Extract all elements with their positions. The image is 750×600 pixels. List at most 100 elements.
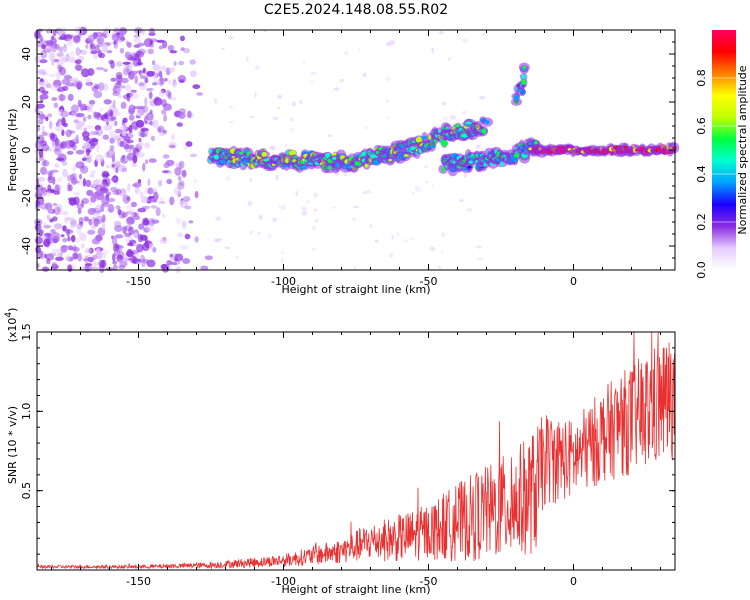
noise-cell: [214, 98, 217, 104]
noise-cell: [93, 90, 103, 99]
noise-cell: [83, 142, 91, 150]
noise-cell: [48, 120, 53, 130]
noise-cell: [44, 233, 52, 237]
snr-exponent-base: (x10: [6, 318, 19, 343]
noise-cell: [59, 57, 68, 63]
noise-cell: [52, 79, 62, 88]
noise-cell: [89, 260, 97, 269]
noise-cell: [76, 223, 84, 229]
noise-cell: [419, 189, 422, 192]
noise-cell: [87, 68, 95, 76]
noise-cell: [97, 49, 103, 58]
noise-cell: [130, 201, 137, 208]
noise-cell: [158, 45, 163, 50]
noise-cell: [39, 59, 48, 64]
noise-cell: [431, 47, 435, 54]
noise-cell: [128, 114, 135, 121]
noise-cell: [113, 40, 117, 45]
noise-cell: [59, 143, 64, 149]
noise-cell: [144, 142, 151, 149]
noise-cell: [81, 119, 85, 125]
noise-cell: [137, 258, 141, 262]
noise-cell: [141, 205, 150, 210]
noise-cell: [41, 90, 49, 95]
noise-cell: [331, 206, 336, 209]
noise-cell: [291, 101, 297, 107]
noise-cell: [157, 125, 165, 133]
noise-cell: [108, 123, 117, 127]
noise-cell: [36, 103, 45, 109]
noise-cell: [146, 112, 154, 121]
noise-cell: [353, 265, 357, 270]
noise-cell: [278, 204, 282, 210]
noise-cell: [62, 225, 67, 232]
noise-cell: [103, 124, 113, 131]
noise-cell: [235, 256, 239, 259]
noise-cell: [45, 116, 49, 122]
noise-cell: [386, 116, 391, 120]
noise-cell: [182, 258, 191, 264]
noise-cell: [389, 252, 394, 258]
noise-cell: [88, 99, 96, 105]
noise-cell: [167, 45, 175, 52]
noise-cell: [122, 61, 131, 65]
noise-cell: [153, 191, 159, 201]
noise-cell: [100, 203, 105, 213]
noise-cell: [146, 70, 155, 77]
noise-cell: [105, 164, 110, 169]
noise-cell: [310, 80, 316, 83]
noise-cell: [54, 184, 59, 193]
noise-cell: [102, 118, 110, 123]
noise-cell: [111, 154, 116, 164]
lower-trace-cell: [441, 166, 445, 172]
noise-cell: [73, 119, 79, 124]
noise-cell: [120, 85, 126, 89]
noise-cell: [94, 125, 102, 131]
noise-cell: [121, 134, 128, 141]
noise-cell: [52, 176, 56, 185]
spectrogram-y-ticks: -40 -20 0 20 40: [20, 29, 675, 271]
noise-cell: [39, 78, 44, 82]
noise-cell: [364, 126, 368, 130]
noise-cell: [182, 196, 191, 202]
noise-cell: [66, 255, 71, 261]
noise-cell: [44, 40, 54, 44]
noise-cell: [179, 199, 189, 209]
noise-cell: [82, 178, 86, 187]
noise-cell: [369, 224, 374, 228]
noise-cell: [67, 140, 74, 145]
noise-cell: [115, 161, 121, 168]
noise-cell: [215, 216, 221, 221]
noise-cell: [55, 137, 60, 147]
noise-cell: [58, 66, 67, 76]
noise-cell: [162, 129, 167, 134]
snr-y-exponent: (x104): [4, 308, 19, 343]
noise-cell: [117, 137, 123, 147]
noise-cell: [60, 110, 70, 118]
noise-cell: [177, 176, 182, 181]
noise-cell: [50, 240, 55, 247]
noise-cell: [132, 57, 140, 67]
noise-cell: [53, 102, 59, 109]
noise-cell: [122, 226, 127, 234]
noise-cell: [167, 170, 172, 175]
noise-cell: [156, 39, 165, 43]
noise-cell: [117, 208, 122, 216]
noise-cell: [57, 140, 62, 148]
noise-cell: [177, 232, 184, 238]
noise-cell: [245, 56, 249, 62]
noise-cell: [69, 130, 76, 134]
noise-cell: [119, 141, 125, 147]
noise-cell: [306, 200, 311, 203]
noise-cell: [78, 103, 87, 108]
upper-branch-cell: [521, 74, 526, 80]
noise-cell: [136, 243, 144, 253]
noise-cell: [353, 206, 359, 209]
noise-cell: [84, 78, 92, 83]
noise-cell: [39, 251, 45, 260]
noise-cell: [61, 129, 65, 137]
noise-cell: [45, 83, 52, 89]
noise-cell: [56, 157, 65, 161]
noise-cell: [311, 247, 316, 251]
